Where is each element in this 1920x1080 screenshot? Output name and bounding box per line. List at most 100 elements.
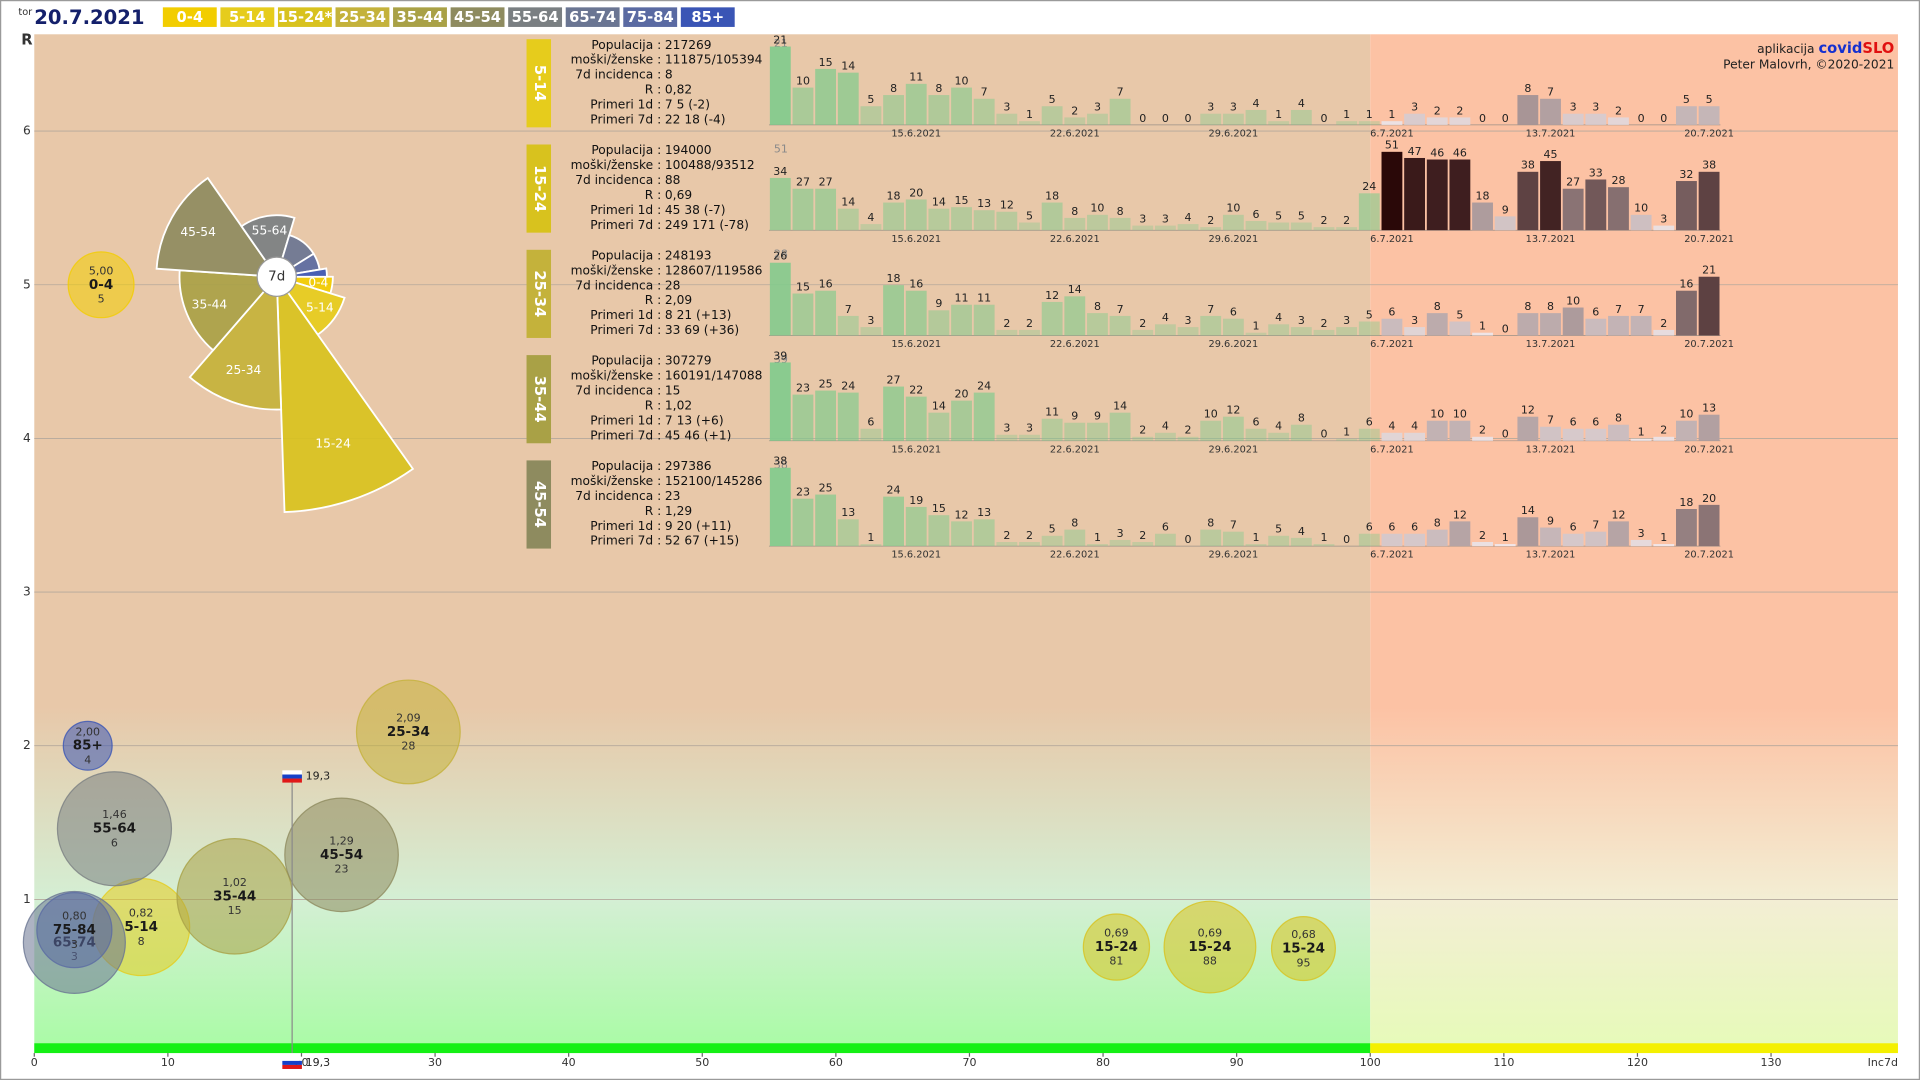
brand-slo: SLO (1862, 40, 1894, 57)
bar-value-label: 0 (1502, 428, 1509, 441)
bar-value-label: 3 (1298, 314, 1305, 327)
bar-value-label: 2 (1026, 317, 1033, 330)
bar-value-label: 1 (1366, 108, 1373, 121)
bar (951, 207, 972, 231)
bubble-name: 15-24 (1095, 940, 1138, 955)
bubble-inc-label: 3 (71, 938, 78, 951)
bubble-name: 75-84 (53, 923, 96, 938)
panel-label-box (526, 144, 552, 233)
date-label: 15.6.2021 (891, 550, 941, 561)
stat-label: 7d incidenca : (575, 68, 661, 82)
bar (1517, 517, 1539, 547)
polar-center-label: 7d (268, 270, 285, 285)
bubble-r-label: 1,46 (102, 808, 127, 821)
bar-value-label: 5 (1456, 308, 1463, 321)
stat-label: moški/ženske : (571, 474, 662, 488)
bar (1019, 329, 1040, 336)
bar (815, 290, 837, 336)
bar-value-label: 8 (1434, 300, 1441, 313)
bar-value-label: 10 (1226, 202, 1240, 215)
stat-label: moški/ženske : (571, 158, 662, 172)
bar (1608, 424, 1629, 441)
date-label: 15.6.2021 (891, 339, 941, 350)
bar-value-label: 38 (1702, 159, 1716, 172)
panel-label-box (526, 39, 552, 128)
polar-wedge (275, 273, 415, 514)
bar (1358, 121, 1380, 125)
brand-covid: covid (1818, 40, 1862, 57)
bar-value-label: 18 (1476, 189, 1490, 202)
bar-value-label: 7 (1117, 86, 1124, 99)
bubble-inc-label: 8 (138, 935, 145, 948)
bar-value-label: 15 (819, 56, 833, 69)
stat-label: moški/ženske : (571, 263, 662, 277)
bubble-name: 45-54 (320, 848, 363, 863)
panel-ymax: 51 (774, 142, 788, 155)
bar-value-label: 12 (1611, 508, 1625, 521)
bar-value-label: 14 (841, 196, 855, 209)
bar (1132, 225, 1154, 231)
stat-value: 152100/145286 (665, 474, 763, 488)
bar (1472, 202, 1493, 231)
bar (1064, 422, 1086, 441)
bar (1426, 420, 1448, 441)
bar (951, 521, 972, 547)
bar-value-label: 0 (1343, 533, 1350, 546)
bubble-name: 35-44 (213, 889, 256, 904)
bar (1698, 171, 1720, 231)
date-label: 29.6.2021 (1208, 444, 1258, 455)
bar-value-label: 5 (1275, 209, 1282, 222)
bar (1449, 321, 1471, 336)
date-label: 22.6.2021 (1050, 339, 1100, 350)
bar-value-label: 4 (1253, 97, 1260, 110)
legend-label: 25-34 (339, 9, 386, 26)
author: Peter Malovrh, ©2020-2021 (1723, 57, 1894, 71)
bar (1426, 529, 1448, 547)
bar (1087, 214, 1108, 231)
bar (1336, 121, 1358, 125)
bar (1540, 313, 1561, 336)
bar-value-label: 13 (841, 506, 855, 519)
bubble-name: 15-24 (1282, 942, 1325, 957)
bar (1019, 121, 1040, 125)
bar (1676, 509, 1697, 547)
bar (1109, 217, 1131, 231)
bar-value-label: 10 (1453, 408, 1467, 421)
bar (1653, 436, 1675, 441)
bar-value-label: 10 (1430, 408, 1444, 421)
bar (996, 541, 1018, 547)
bar (1154, 324, 1176, 336)
bar (973, 210, 995, 231)
bubble-r-label: 0,80 (62, 910, 87, 923)
x-tick-label: 100 (1360, 1056, 1381, 1069)
bar-value-label: 8 (1207, 517, 1214, 530)
x-tick-label: 110 (1493, 1056, 1514, 1069)
bar (1336, 327, 1358, 336)
legend-label: 65-74 (569, 9, 616, 26)
bar-value-label: 6 (1366, 521, 1373, 534)
stat-value: 297386 (665, 459, 712, 473)
polar-label: 0-4 (308, 276, 328, 290)
brand: aplikacija covidSLO (1757, 40, 1894, 57)
bar-value-label: 1 (1253, 531, 1260, 544)
bar-value-label: 12 (1000, 199, 1014, 212)
bar-value-label: 10 (1566, 294, 1580, 307)
bar-value-label: 15 (796, 280, 810, 293)
bar (1381, 121, 1403, 125)
stat-label: R : (645, 293, 662, 307)
bar-value-label: 0 (1502, 322, 1509, 335)
legend-chip (335, 7, 390, 27)
panel-label-box (526, 460, 552, 549)
bar (1540, 426, 1561, 441)
bar (1517, 95, 1539, 125)
bar (792, 188, 814, 231)
legend-label: 55-64 (512, 9, 559, 26)
date-label: 20.7.2021 (1684, 550, 1734, 561)
bar (837, 392, 859, 441)
x-tick-label: 30 (428, 1056, 442, 1069)
x-tick-label: 60 (829, 1056, 843, 1069)
bubble-r-label: 5,00 (89, 264, 114, 277)
bar-value-label: 0 (1479, 112, 1486, 125)
bar (1109, 539, 1131, 547)
bubble-inc-label: 95 (1296, 956, 1310, 969)
